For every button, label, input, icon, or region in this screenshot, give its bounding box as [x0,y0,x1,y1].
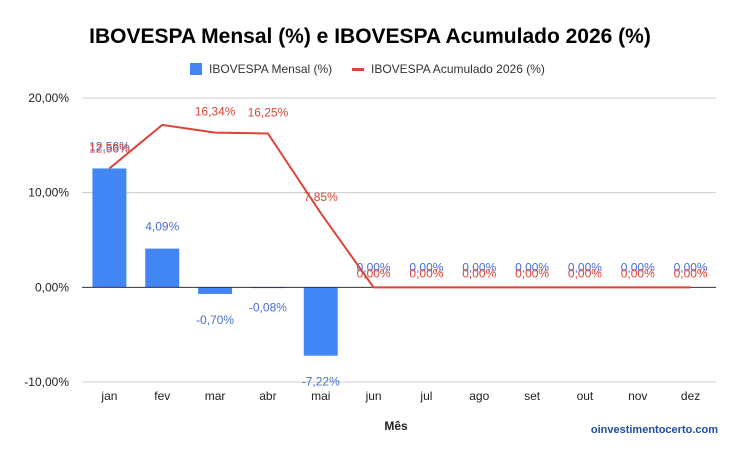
x-tick-label: jul [419,389,432,403]
line-series [108,123,691,289]
bar-mensal [198,287,233,294]
legend-swatch-acumulado [352,68,364,71]
y-tick-label: 20,00% [28,91,69,105]
x-tick-label: out [577,389,594,403]
bar-value-label: 4,09% [145,220,179,234]
chart-title: IBOVESPA Mensal (%) e IBOVESPA Acumulado… [89,25,651,48]
line-value-label: 0,00% [621,266,655,280]
x-tick-label: ago [469,389,489,403]
legend: IBOVESPA Mensal (%) IBOVESPA Acumulado 2… [190,62,545,76]
line-data-labels: 12,56%16,34% 16,25%7,85%0,00% 0,00% 0,00% 0,… [89,105,708,281]
x-axis-ticks: jan fev mar abr mai jun jul ago set out nov dez [100,389,700,403]
line-value-label: 0,00% [462,266,496,280]
line-value-label: 16,25% [248,106,289,120]
x-tick-label: set [524,389,541,403]
y-tick-label: 0,00% [35,280,69,294]
gridlines [82,97,716,383]
bar-value-label: 12,56% [89,139,130,153]
line-value-label: 7,85% [304,190,338,204]
bar-value-label: 0,00% [357,260,391,274]
x-tick-label: fev [154,389,170,403]
line-value-label: 0,00% [674,266,708,280]
bar-value-label: 0,00% [515,260,549,274]
bar-value-label: -0,70% [196,313,234,327]
bar-value-label: 0,00% [409,260,443,274]
bar-series [92,168,338,356]
line-acumulado [108,123,691,289]
line-value-label: 0,00% [515,266,549,280]
y-axis-ticks: 20,00% 10,00% 0,00% -10,00% [24,91,69,389]
bar-value-label: 0,00% [674,260,708,274]
legend-label-mensal: IBOVESPA Mensal (%) [209,62,332,76]
bar-mensal [92,168,127,288]
legend-label-acumulado: IBOVESPA Acumulado 2026 (%) [371,62,545,76]
legend-swatch-mensal [190,63,202,75]
watermark: oinvestimentocerto.com [591,424,718,436]
x-tick-label: nov [628,389,647,403]
x-tick-label: jan [100,389,117,403]
line-value-label: 12,56% [89,141,130,155]
line-value-label: 0,00% [568,266,602,280]
bar-value-label: -7,22% [302,375,340,389]
line-value-label: 16,34% [195,105,236,119]
line-value-label: 0,00% [409,266,443,280]
bar-mensal [145,248,180,288]
x-tick-label: mai [311,389,330,403]
x-tick-label: dez [681,389,700,403]
x-tick-label: mar [205,389,226,403]
bar-value-label: 0,00% [462,260,496,274]
bar-value-label: 0,00% [568,260,602,274]
bar-value-label: 0,00% [621,260,655,274]
x-tick-label: abr [259,389,276,403]
bar-mensal [303,287,338,356]
y-tick-label: -10,00% [24,375,69,389]
bar-value-label: -0,08% [249,300,287,314]
y-tick-label: 10,00% [28,186,69,200]
line-value-label: 0,00% [357,266,391,280]
x-axis-title: Mês [384,419,408,433]
x-tick-label: jun [365,389,382,403]
bar-data-labels: 12,56%4,09%-0,70%-0,08%-7,22%0,00% 0,00% 0… [89,139,708,388]
